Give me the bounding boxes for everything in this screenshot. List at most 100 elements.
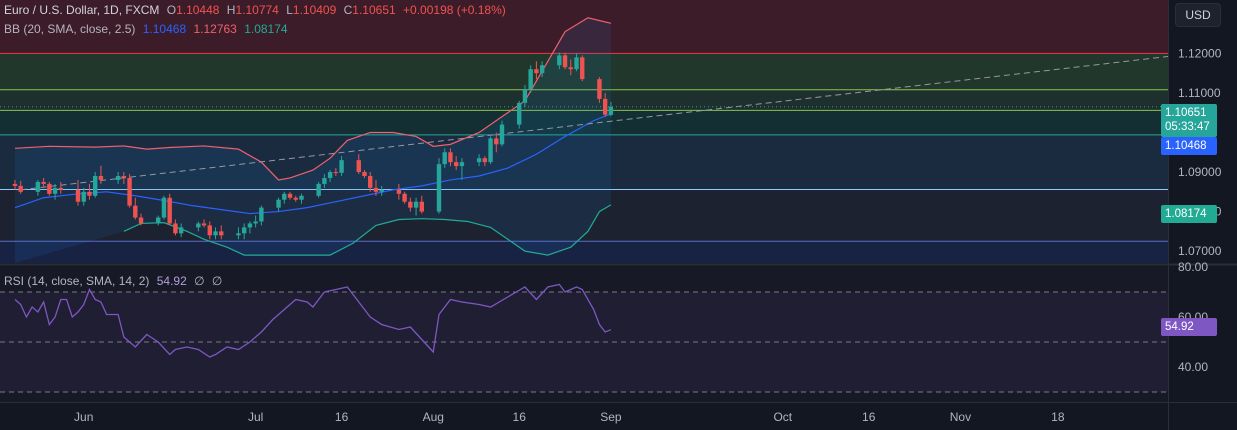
rsi-tick-label: 80.00 — [1178, 260, 1208, 274]
time-tick-label: Oct — [773, 410, 792, 424]
candle-body — [121, 175, 127, 178]
candle-body — [322, 177, 327, 184]
candle-body — [12, 183, 18, 186]
candle-body — [98, 175, 104, 180]
rsi-plot — [0, 283, 1168, 393]
rsi-tick-label: 40.00 — [1178, 360, 1208, 374]
bb-basis-tag: 1.10468 — [1161, 137, 1217, 155]
candle-body — [608, 106, 614, 115]
time-tick-label: Jun — [74, 410, 93, 424]
bb-lower-line — [123, 204, 612, 256]
time-tick-label: Jul — [248, 410, 263, 424]
candle-body — [476, 158, 482, 163]
ohlc-open: 1.10448 — [176, 3, 220, 17]
candle-body — [333, 172, 339, 174]
time-tick-label: Sep — [600, 410, 622, 424]
candle-body — [453, 162, 459, 167]
time-tick-label: Nov — [950, 410, 971, 424]
candle-body — [52, 187, 58, 194]
level-zone-6 — [0, 241, 1168, 263]
candle-body — [517, 102, 522, 125]
rsi-extra-2: ∅ — [211, 274, 223, 288]
candle-body — [396, 189, 402, 194]
candle-body — [178, 227, 184, 234]
ohlc-change: +0.00198 (+0.18%) — [403, 3, 506, 17]
candle-body — [580, 57, 585, 80]
rsi-line — [14, 283, 612, 358]
level-zone-0 — [0, 0, 1168, 54]
candle-body — [494, 138, 499, 145]
bb-basis-line — [14, 113, 612, 215]
candle-body — [293, 197, 298, 200]
rsi-pane-background — [0, 267, 1168, 402]
candle-body — [373, 187, 379, 192]
rsi-legend: RSI (14, close, SMA, 14, 2) 54.92 ∅ ∅ — [4, 274, 226, 288]
time-tick-label: 16 — [862, 410, 876, 424]
bb-lower-tag: 1.08174 — [1161, 205, 1217, 223]
candle-body — [58, 187, 64, 190]
candle-body — [253, 221, 258, 224]
bb-label[interactable]: BB (20, SMA, close, 2.5) — [4, 22, 136, 36]
main-plot — [12, 17, 1168, 263]
currency-label-container: USD — [1169, 0, 1237, 28]
trend-line — [20, 55, 1168, 191]
candle-body — [156, 217, 161, 224]
currency-button[interactable]: USD — [1175, 3, 1221, 27]
candle-body — [81, 191, 86, 202]
candle-body — [41, 181, 46, 184]
candle-body — [287, 193, 293, 198]
ohlc-high: 1.10774 — [235, 3, 279, 17]
candle-body — [482, 158, 488, 163]
candle-body — [127, 177, 132, 206]
candle-body — [488, 138, 493, 163]
candle-body — [499, 124, 505, 145]
candle-body — [534, 69, 539, 74]
candle-body — [408, 201, 413, 208]
candle-body — [201, 223, 207, 226]
candle-body — [35, 181, 41, 192]
bb-basis-value: 1.10468 — [142, 22, 187, 36]
last-price-value: 1.10651 — [1165, 107, 1207, 119]
candle-body — [18, 185, 23, 192]
candle-body — [236, 233, 241, 236]
price-tick-label: 1.12000 — [1178, 46, 1222, 60]
candle-body — [115, 175, 121, 180]
level-zone-2 — [0, 89, 1168, 111]
candle-body — [413, 201, 419, 208]
rsi-value: 54.92 — [156, 274, 187, 288]
symbol-title[interactable]: Euro / U.S. Dollar, 1D, FXCM — [4, 3, 160, 17]
bb-lower-value: 1.08174 — [244, 22, 288, 36]
bb-legend: BB (20, SMA, close, 2.5) 1.10468 1.12763… — [4, 22, 292, 36]
candle-body — [282, 193, 287, 200]
candle-body — [568, 67, 573, 70]
candle-body — [213, 231, 218, 236]
price-tick-label: 1.11000 — [1178, 86, 1221, 100]
candle-body — [442, 152, 447, 165]
price-tick-label: 1.09000 — [1178, 165, 1222, 179]
candle-body — [448, 152, 453, 163]
candle-body — [241, 227, 247, 234]
candle-body — [276, 199, 281, 208]
candle-body — [316, 183, 321, 196]
candle-body — [574, 57, 579, 70]
time-tick-label: 16 — [335, 410, 349, 424]
candle-body — [539, 65, 545, 74]
candle-body — [299, 195, 304, 200]
candle-body — [173, 223, 178, 234]
main-legend: Euro / U.S. Dollar, 1D, FXCM O1.10448 H1… — [4, 3, 510, 17]
level-zone-3 — [0, 110, 1168, 135]
rsi-label[interactable]: RSI (14, close, SMA, 14, 2) — [4, 274, 150, 288]
candle-body — [327, 172, 333, 178]
candle-body — [528, 69, 533, 89]
candle-body — [75, 189, 81, 202]
candle-body — [522, 88, 528, 103]
ohlc-high-label: H — [226, 3, 236, 17]
candle-body — [92, 175, 98, 196]
ohlc-close-label: C — [343, 3, 353, 17]
candle-body — [402, 193, 407, 202]
countdown-value: 05:33:47 — [1165, 121, 1210, 133]
candle-body — [339, 160, 344, 173]
candle-body — [196, 223, 201, 228]
candle-body — [557, 55, 562, 66]
